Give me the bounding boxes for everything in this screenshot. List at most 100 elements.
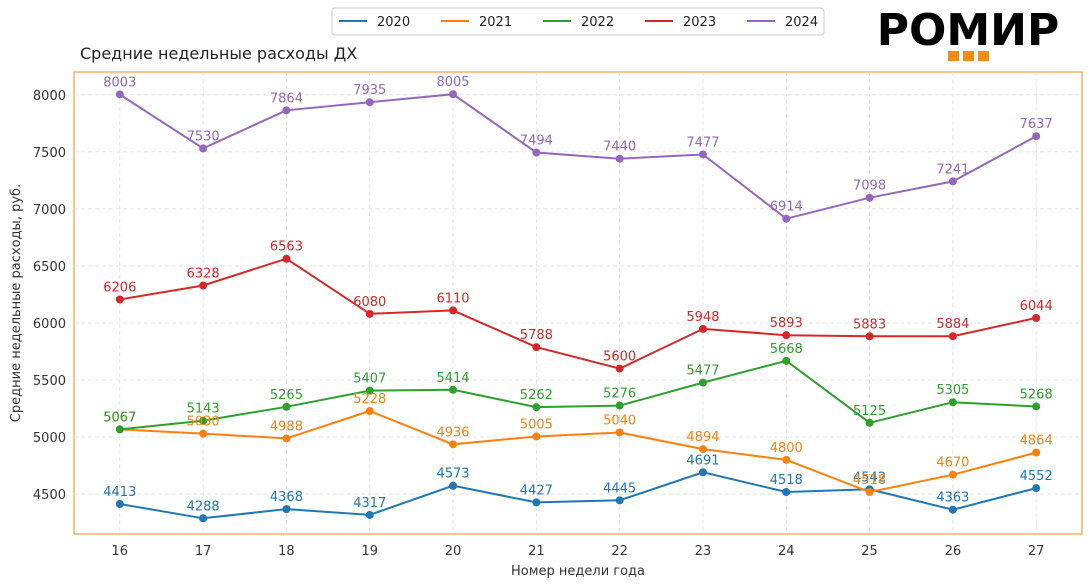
data-point-2024 bbox=[365, 98, 374, 107]
data-label-2022: 5477 bbox=[686, 364, 719, 379]
data-label-2022: 5407 bbox=[353, 372, 386, 387]
data-label-2021: 4670 bbox=[936, 456, 969, 471]
data-point-2021 bbox=[615, 428, 624, 437]
data-point-2023 bbox=[449, 306, 458, 315]
data-point-2020 bbox=[365, 510, 374, 519]
logo-text: РОМИР bbox=[877, 5, 1060, 56]
data-point-2021 bbox=[782, 455, 791, 464]
data-label-2020: 4542 bbox=[853, 470, 886, 485]
data-label-2020: 4445 bbox=[603, 481, 636, 496]
y-tick-label: 6000 bbox=[33, 317, 66, 332]
data-point-2022 bbox=[865, 418, 874, 427]
x-tick-label: 24 bbox=[778, 544, 795, 559]
data-label-2022: 5276 bbox=[603, 387, 636, 402]
x-tick-label: 21 bbox=[528, 544, 545, 559]
data-point-2023 bbox=[865, 332, 874, 341]
data-point-2023 bbox=[782, 331, 791, 340]
chart-title: Средние недельные расходы ДХ bbox=[80, 44, 357, 63]
data-point-2020 bbox=[948, 505, 957, 514]
data-point-2020 bbox=[782, 488, 791, 497]
data-label-2024: 7440 bbox=[603, 140, 636, 155]
data-point-2024 bbox=[532, 148, 541, 157]
data-label-2024: 8003 bbox=[103, 75, 136, 90]
data-point-2020 bbox=[532, 498, 541, 507]
x-tick-label: 25 bbox=[861, 544, 878, 559]
data-label-2024: 7864 bbox=[270, 91, 303, 106]
data-point-2023 bbox=[615, 364, 624, 373]
data-point-2022 bbox=[615, 401, 624, 410]
data-point-2021 bbox=[282, 434, 291, 443]
y-tick-label: 7000 bbox=[33, 203, 66, 218]
data-point-2024 bbox=[115, 90, 124, 99]
series-line-2022 bbox=[119, 359, 1037, 431]
data-label-2023: 6110 bbox=[436, 291, 469, 306]
data-point-2020 bbox=[282, 505, 291, 514]
data-label-2021: 5005 bbox=[520, 417, 553, 432]
x-tick-label: 22 bbox=[611, 544, 628, 559]
data-label-2024: 8005 bbox=[436, 75, 469, 90]
data-point-2020 bbox=[1032, 484, 1041, 493]
data-label-2020: 4288 bbox=[187, 499, 220, 514]
data-point-2023 bbox=[698, 324, 707, 333]
data-label-2024: 7494 bbox=[520, 134, 553, 149]
data-label-2020: 4552 bbox=[1020, 469, 1053, 484]
series-layer bbox=[115, 90, 1041, 523]
data-point-2021 bbox=[865, 488, 874, 497]
data-point-2021 bbox=[449, 440, 458, 449]
data-point-2023 bbox=[365, 309, 374, 318]
data-point-2020 bbox=[115, 499, 124, 508]
data-label-2021: 4988 bbox=[270, 419, 303, 434]
data-label-2023: 6080 bbox=[353, 295, 386, 310]
x-tick-label: 18 bbox=[278, 544, 295, 559]
data-label-2021: 4894 bbox=[686, 430, 719, 445]
data-point-2022 bbox=[365, 386, 374, 395]
data-label-2022: 5265 bbox=[270, 388, 303, 403]
data-point-2022 bbox=[698, 378, 707, 387]
data-label-2020: 4691 bbox=[686, 453, 719, 468]
data-point-2023 bbox=[115, 295, 124, 304]
x-tick-label: 27 bbox=[1028, 544, 1045, 559]
y-tick-label: 7500 bbox=[33, 146, 66, 161]
data-label-2024: 7935 bbox=[353, 83, 386, 98]
data-point-2021 bbox=[199, 429, 208, 438]
data-label-2022: 5268 bbox=[1020, 387, 1053, 402]
data-point-2020 bbox=[698, 468, 707, 477]
data-point-2020 bbox=[615, 496, 624, 505]
data-label-2022: 5125 bbox=[853, 404, 886, 419]
data-point-2021 bbox=[948, 470, 957, 479]
data-label-2024: 7098 bbox=[853, 179, 886, 194]
data-point-2024 bbox=[698, 150, 707, 159]
data-label-2023: 5893 bbox=[770, 316, 803, 331]
data-label-2020: 4317 bbox=[353, 496, 386, 511]
data-label-2021: 5228 bbox=[353, 392, 386, 407]
legend-label: 2022 bbox=[581, 15, 614, 30]
data-label-2023: 5883 bbox=[853, 317, 886, 332]
x-tick-label: 23 bbox=[695, 544, 712, 559]
data-label-2020: 4363 bbox=[936, 491, 969, 506]
data-label-2024: 7477 bbox=[686, 135, 719, 150]
data-label-2023: 6206 bbox=[103, 280, 136, 295]
series-line-2020 bbox=[119, 471, 1037, 520]
data-point-2024 bbox=[948, 177, 957, 186]
data-point-2022 bbox=[1032, 402, 1041, 411]
data-point-2022 bbox=[115, 425, 124, 434]
data-label-2024: 7637 bbox=[1020, 117, 1053, 132]
data-point-2023 bbox=[948, 332, 957, 341]
legend-label: 2023 bbox=[683, 15, 716, 30]
legend-label: 2021 bbox=[479, 15, 512, 30]
logo: РОМИР bbox=[877, 5, 1060, 61]
data-point-2022 bbox=[282, 402, 291, 411]
data-label-2022: 5262 bbox=[520, 388, 553, 403]
data-point-2021 bbox=[532, 432, 541, 441]
data-label-2021: 4936 bbox=[436, 425, 469, 440]
data-point-2024 bbox=[199, 144, 208, 153]
data-point-2023 bbox=[1032, 313, 1041, 322]
data-label-2022: 5668 bbox=[770, 342, 803, 357]
x-tick-label: 16 bbox=[112, 544, 129, 559]
series-line-2024 bbox=[119, 93, 1037, 220]
data-point-2024 bbox=[449, 90, 458, 99]
legend: 2020 2021 2022 2023 2024 bbox=[331, 7, 825, 36]
data-point-2021 bbox=[1032, 448, 1041, 457]
